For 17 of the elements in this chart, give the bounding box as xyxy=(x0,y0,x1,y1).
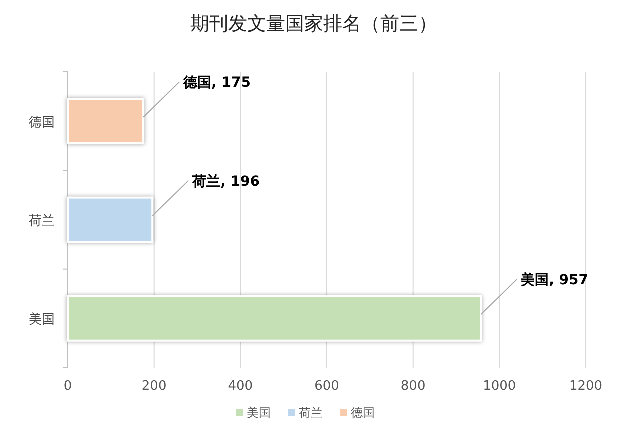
data-label: 荷兰, 196 xyxy=(192,172,260,190)
y-tick-label: 荷兰 xyxy=(29,214,55,229)
legend-label: 德国 xyxy=(351,406,375,420)
x-tick-label: 200 xyxy=(142,379,167,394)
legend-label: 美国 xyxy=(247,406,271,420)
data-label: 德国, 175 xyxy=(182,75,251,92)
y-tick-label: 德国 xyxy=(29,115,55,130)
data-label: 美国, 957 xyxy=(520,271,589,288)
legend-label: 荷兰 xyxy=(299,406,323,420)
x-tick-label: 0 xyxy=(64,379,72,394)
x-tick-label: 1000 xyxy=(483,379,516,394)
x-tick-label: 600 xyxy=(314,379,340,394)
chart-title: 期刊发文量国家排名（前三） xyxy=(190,13,438,35)
x-tick-label: 1200 xyxy=(569,379,603,394)
x-tick-label: 400 xyxy=(228,379,254,394)
x-tick-label: 800 xyxy=(400,379,426,394)
y-tick-label: 美国 xyxy=(29,312,55,328)
